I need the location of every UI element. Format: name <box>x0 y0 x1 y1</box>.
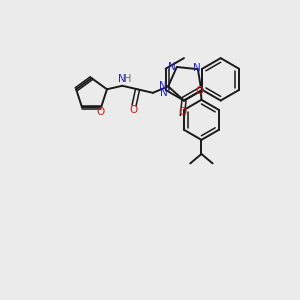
Text: N: N <box>160 88 168 98</box>
Text: N: N <box>168 62 176 72</box>
Text: O: O <box>129 105 138 115</box>
Text: O: O <box>195 86 203 96</box>
Text: N: N <box>193 63 201 73</box>
Text: O: O <box>96 106 105 116</box>
Text: N: N <box>159 81 167 91</box>
Text: N: N <box>118 74 126 84</box>
Text: O: O <box>178 107 187 117</box>
Text: H: H <box>124 74 131 84</box>
